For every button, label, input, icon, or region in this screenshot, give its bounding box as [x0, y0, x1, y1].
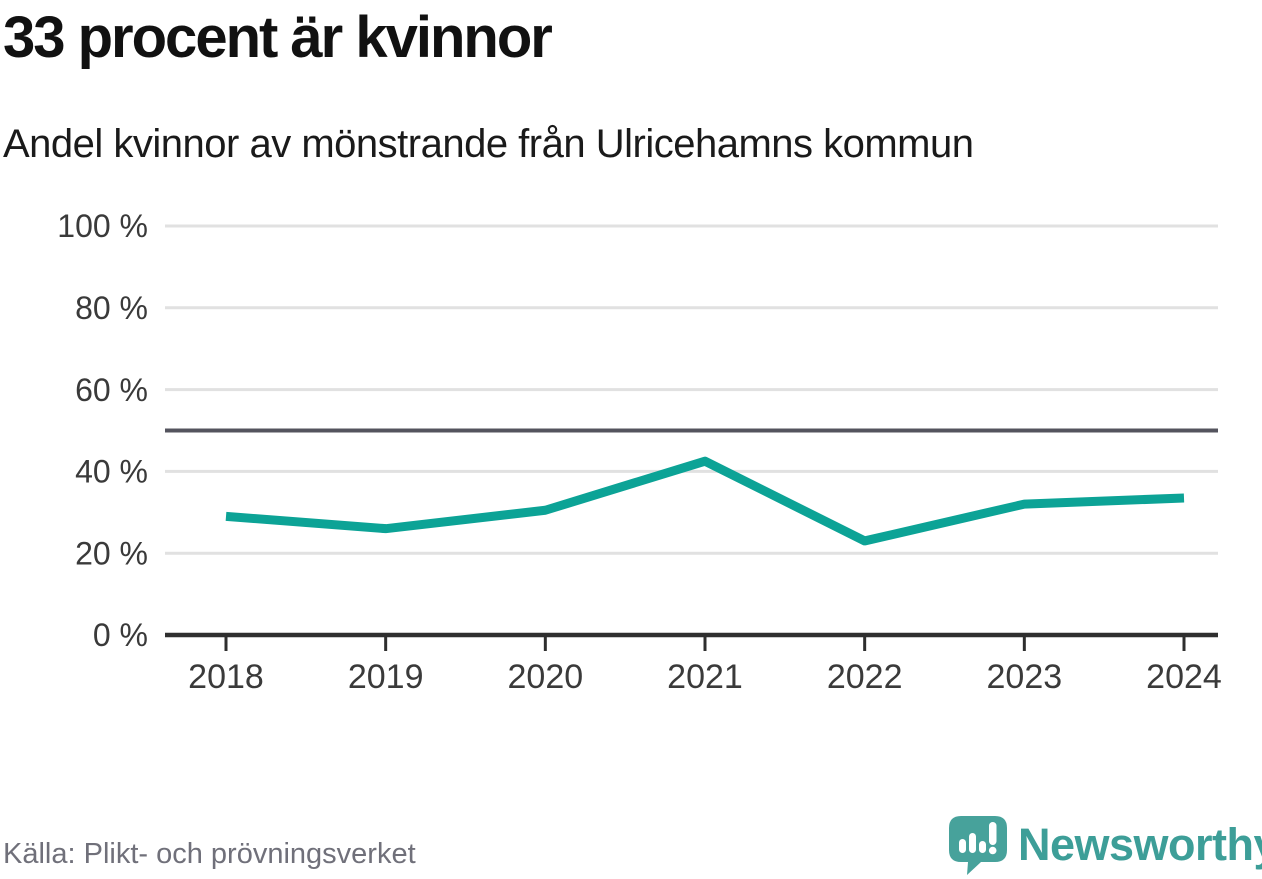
x-axis-tick-label: 2018	[188, 658, 264, 696]
bar-3	[979, 841, 986, 853]
x-axis-tick-label: 2019	[348, 658, 424, 696]
x-axis-tick-label: 2023	[987, 658, 1063, 696]
data-line-andel-kvinnor	[225, 456, 1185, 546]
chart-subtitle: Andel kvinnor av mönstrande från Ulriceh…	[3, 122, 974, 166]
newsworthy-bubble-icon	[949, 816, 1007, 875]
y-axis-tick-label: 0 %	[93, 617, 148, 653]
y-axis-tick-label: 40 %	[75, 454, 148, 490]
x-axis-tick-label: 2020	[508, 658, 584, 696]
x-axis-tick-label: 2024	[1146, 658, 1222, 696]
y-axis-tick-label: 20 %	[75, 535, 148, 571]
y-axis-tick-label: 60 %	[75, 372, 148, 408]
y-axis-tick-label: 100 %	[57, 208, 148, 244]
x-axis-tick-label: 2021	[667, 658, 743, 696]
bar-2	[969, 833, 976, 853]
chart-title: 33 procent är kvinnor	[3, 5, 553, 70]
x-axis-tick-label: 2022	[827, 658, 903, 696]
bar-1	[959, 839, 966, 853]
y-axis-tick-label: 80 %	[75, 290, 148, 326]
speech-bubble-shape	[949, 816, 1007, 875]
newsworthy-logo: Newsworthy	[948, 815, 1262, 875]
source-note: Källa: Plikt- och prövningsverket	[3, 838, 416, 870]
exclamation-dot	[988, 846, 997, 855]
exclamation-stem	[989, 822, 997, 845]
brand-name: Newsworthy	[1018, 819, 1262, 870]
